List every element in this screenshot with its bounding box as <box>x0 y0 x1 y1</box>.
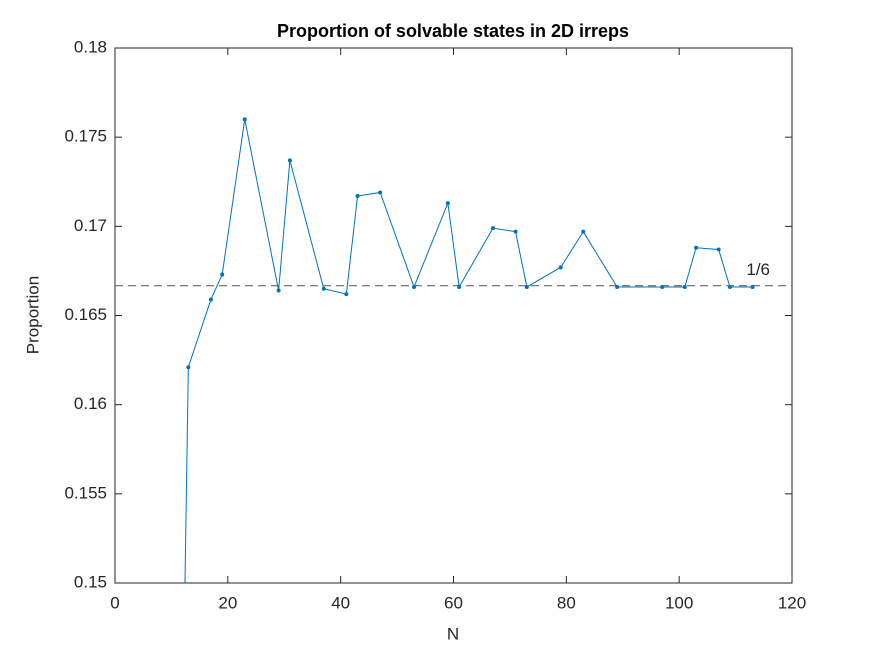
point <box>558 265 563 270</box>
y-tick-label: 0.18 <box>74 37 107 56</box>
chart-title: Proportion of solvable states in 2D irre… <box>277 21 629 41</box>
y-tick-label: 0.155 <box>64 483 107 502</box>
point <box>457 284 462 289</box>
point <box>513 229 518 234</box>
point <box>445 201 450 206</box>
point <box>321 286 326 291</box>
x-tick-label: 120 <box>778 593 806 612</box>
y-tick-label: 0.165 <box>64 305 107 324</box>
y-tick-label: 0.15 <box>74 572 107 591</box>
x-tick-label: 60 <box>444 593 463 612</box>
y-tick-label: 0.17 <box>74 216 107 235</box>
x-tick-label: 40 <box>331 593 350 612</box>
point <box>750 284 755 289</box>
point <box>615 284 620 289</box>
y-tick-label: 0.175 <box>64 127 107 146</box>
x-tick-label: 0 <box>110 593 119 612</box>
point <box>186 365 191 370</box>
x-tick-label: 20 <box>218 593 237 612</box>
x-axis-label: N <box>447 624 459 643</box>
point <box>378 190 383 195</box>
x-tick-label: 100 <box>665 593 693 612</box>
x-tick-label: 80 <box>557 593 576 612</box>
point <box>276 288 281 293</box>
point <box>490 226 495 231</box>
y-axis-label: Proportion <box>23 276 42 354</box>
y-tick-label: 0.16 <box>74 394 107 413</box>
point <box>581 229 586 234</box>
point <box>355 194 360 199</box>
reference-label: 1/6 <box>746 260 770 279</box>
point <box>694 245 699 250</box>
point <box>344 292 349 297</box>
point <box>220 272 225 277</box>
point <box>287 158 292 163</box>
point <box>524 284 529 289</box>
point <box>727 284 732 289</box>
line-series <box>184 119 753 583</box>
point <box>682 284 687 289</box>
point <box>412 284 417 289</box>
plot-layer <box>115 117 792 583</box>
point <box>716 247 721 252</box>
point <box>242 117 247 122</box>
point <box>208 297 213 302</box>
point <box>660 284 665 289</box>
plot-area <box>114 47 793 584</box>
